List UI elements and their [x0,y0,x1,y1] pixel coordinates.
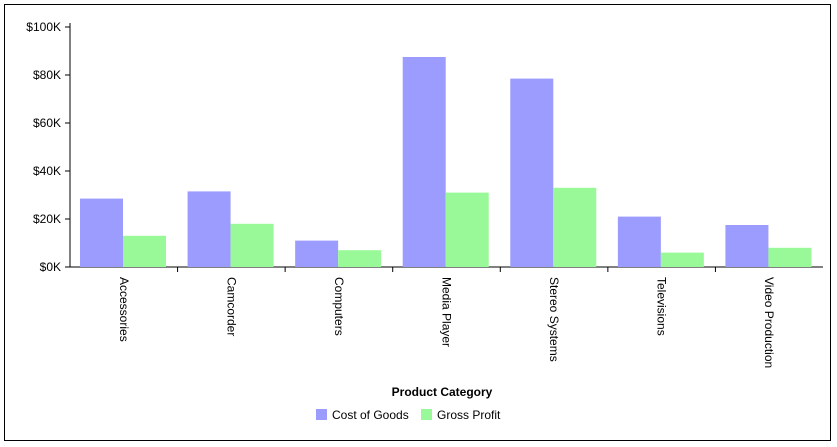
x-tick-label: Televisions [655,277,669,336]
y-tick-label: $100K [26,20,61,34]
bar-cost-of-goods [187,191,231,267]
bar-gross-profit [338,250,382,267]
x-tick-label: Accessories [117,277,131,342]
bar-cost-of-goods [725,225,769,267]
bars [80,57,812,267]
x-tick-label: Computers [332,277,346,336]
bar-gross-profit [123,235,166,267]
y-tick-label: $80K [33,68,61,82]
bar-gross-profit [230,223,274,267]
x-tick-label: Camcorder [224,277,238,336]
x-axis-title: Product Category [392,385,493,399]
bar-cost-of-goods [295,240,339,267]
legend-swatch [316,409,327,420]
bar-cost-of-goods [617,216,661,267]
legend-label: Gross Profit [437,408,501,422]
bar-cost-of-goods [80,198,123,267]
legend-swatch [421,409,432,420]
x-tick-label: Video Production [762,277,776,368]
y-tick-label: $40K [33,164,61,178]
bar-cost-of-goods [402,57,446,267]
x-axis: Accessories Camcorder Computers Media Playe… [70,266,823,368]
bar-gross-profit [768,247,812,267]
legend: Cost of Goods Gross Profit [316,408,501,422]
y-axis: $0K $20K $40K $60K $80K $100K [26,20,71,274]
bar-gross-profit [660,252,704,267]
bar-chart: $0K $20K $40K $60K $80K $100K Accessories Camc… [26,20,823,422]
y-tick-label: $0K [40,260,61,274]
y-tick-label: $60K [33,116,61,130]
y-tick-label: $20K [33,212,61,226]
legend-label: Cost of Goods [332,408,409,422]
x-tick-label: Stereo Systems [547,277,561,362]
bar-gross-profit [445,192,489,267]
chart-frame: $0K $20K $40K $60K $80K $100K Accessories Camc… [4,4,831,441]
bar-gross-profit [553,187,597,267]
x-tick-label: Media Player [440,277,454,347]
bar-cost-of-goods [510,78,554,267]
